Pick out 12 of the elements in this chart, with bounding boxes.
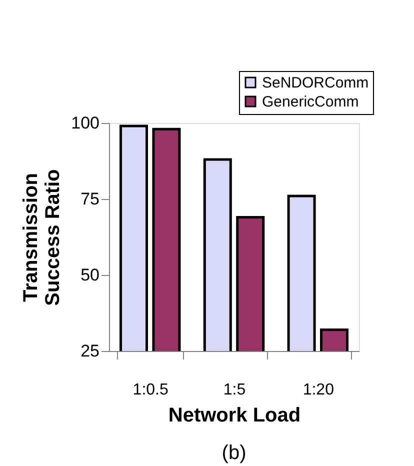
y-tick-label: 100 xyxy=(71,114,100,132)
x-axis-title: Network Load xyxy=(168,404,301,426)
y-tick-label: 50 xyxy=(80,266,100,284)
text: (b) xyxy=(222,442,246,464)
legend-label: GenericComm xyxy=(262,94,359,110)
y-axis-title: Transmission Success Ratio xyxy=(20,169,64,306)
legend-label: SeNDORComm xyxy=(262,74,369,92)
x-tick-label: 1:5 xyxy=(223,382,246,398)
y-tick-label: 75 xyxy=(80,190,100,208)
x-tick-label: 1:0.5 xyxy=(132,382,168,398)
x-tick-label: 1:20 xyxy=(302,382,334,398)
y-tick-label: 25 xyxy=(80,342,100,360)
